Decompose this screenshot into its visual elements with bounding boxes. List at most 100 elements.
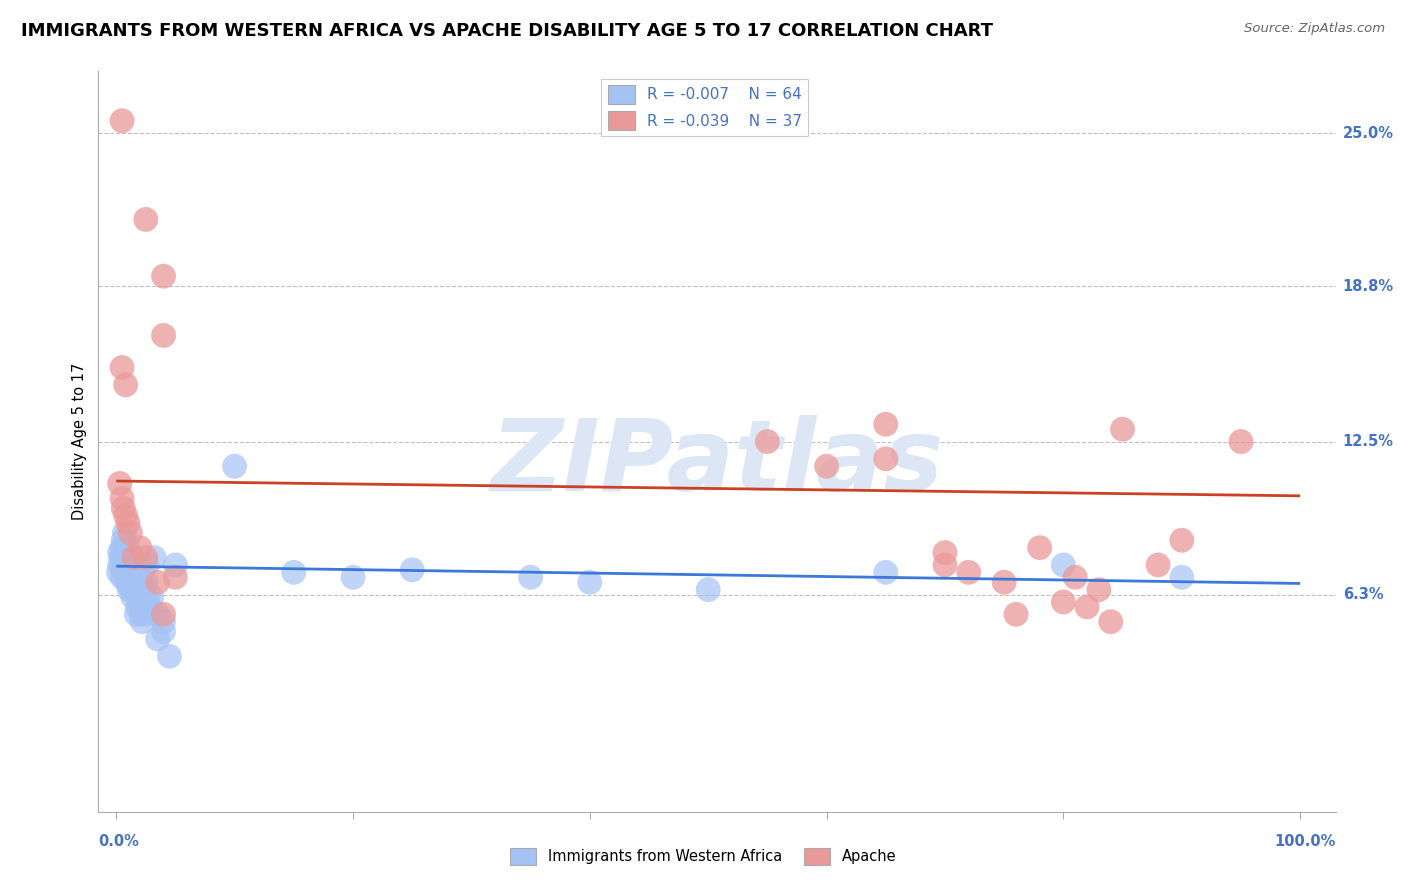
Point: [114, 566, 136, 580]
Point: [1111, 422, 1133, 436]
Point: [1230, 434, 1253, 449]
Point: [152, 615, 174, 629]
Point: [111, 541, 134, 555]
Point: [112, 563, 135, 577]
Point: [1005, 607, 1028, 622]
Point: [138, 599, 160, 614]
Legend: Immigrants from Western Africa, Apache: Immigrants from Western Africa, Apache: [503, 842, 903, 871]
Point: [131, 563, 153, 577]
Point: [108, 545, 131, 560]
Point: [934, 545, 956, 560]
Point: [1028, 541, 1050, 555]
Point: [127, 582, 149, 597]
Point: [1064, 570, 1087, 584]
Text: 25.0%: 25.0%: [1343, 126, 1393, 141]
Point: [152, 269, 174, 284]
Point: [132, 582, 155, 597]
Point: [135, 212, 157, 227]
Point: [159, 649, 181, 664]
Text: ZIPatlas: ZIPatlas: [491, 416, 943, 512]
Point: [128, 570, 150, 584]
Point: [1099, 615, 1122, 629]
Point: [135, 607, 157, 622]
Point: [135, 550, 157, 565]
Point: [135, 575, 157, 590]
Point: [122, 558, 145, 572]
Point: [114, 545, 136, 560]
Point: [131, 615, 153, 629]
Text: 0.0%: 0.0%: [98, 834, 139, 849]
Point: [136, 595, 159, 609]
Point: [128, 541, 150, 555]
Point: [107, 566, 129, 580]
Point: [129, 607, 152, 622]
Point: [121, 558, 143, 572]
Point: [120, 525, 142, 540]
Point: [1147, 558, 1170, 572]
Point: [875, 566, 897, 580]
Point: [815, 459, 838, 474]
Point: [115, 550, 138, 565]
Point: [125, 607, 148, 622]
Text: 18.8%: 18.8%: [1343, 278, 1393, 293]
Point: [143, 550, 166, 565]
Point: [118, 582, 141, 597]
Point: [165, 570, 187, 584]
Point: [117, 516, 139, 530]
Point: [110, 550, 132, 565]
Point: [578, 575, 600, 590]
Point: [111, 491, 134, 506]
Point: [136, 558, 159, 572]
Point: [114, 377, 136, 392]
Point: [401, 563, 423, 577]
Text: 12.5%: 12.5%: [1343, 434, 1393, 449]
Point: [114, 558, 136, 572]
Point: [118, 550, 141, 565]
Point: [1171, 570, 1194, 584]
Point: [934, 558, 956, 572]
Point: [993, 575, 1015, 590]
Point: [111, 360, 134, 375]
Point: [114, 508, 136, 523]
Point: [127, 599, 149, 614]
Point: [756, 434, 779, 449]
Point: [122, 575, 145, 590]
Point: [124, 570, 146, 584]
Point: [165, 558, 187, 572]
Point: [224, 459, 246, 474]
Point: [117, 558, 139, 572]
Legend: R = -0.007    N = 64, R = -0.039    N = 37: R = -0.007 N = 64, R = -0.039 N = 37: [602, 79, 808, 136]
Point: [122, 550, 145, 565]
Point: [697, 582, 720, 597]
Point: [875, 451, 897, 466]
Point: [875, 417, 897, 432]
Point: [957, 566, 980, 580]
Text: IMMIGRANTS FROM WESTERN AFRICA VS APACHE DISABILITY AGE 5 TO 17 CORRELATION CHAR: IMMIGRANTS FROM WESTERN AFRICA VS APACHE…: [21, 22, 993, 40]
Point: [115, 575, 138, 590]
Point: [114, 525, 136, 540]
Point: [1171, 533, 1194, 548]
Point: [146, 632, 169, 646]
Point: [108, 476, 131, 491]
Point: [1052, 595, 1074, 609]
Point: [121, 570, 143, 584]
Point: [1076, 599, 1098, 614]
Point: [152, 624, 174, 639]
Y-axis label: Disability Age 5 to 17: Disability Age 5 to 17: [72, 363, 87, 520]
Point: [111, 113, 134, 128]
Point: [121, 590, 143, 604]
Point: [117, 541, 139, 555]
Point: [111, 570, 134, 584]
Point: [146, 575, 169, 590]
Point: [283, 566, 305, 580]
Point: [121, 582, 143, 597]
Point: [117, 570, 139, 584]
Point: [141, 590, 163, 604]
Point: [112, 533, 135, 548]
Point: [134, 599, 156, 614]
Point: [108, 558, 131, 572]
Text: 6.3%: 6.3%: [1343, 587, 1384, 602]
Point: [146, 607, 169, 622]
Point: [152, 328, 174, 343]
Point: [1052, 558, 1074, 572]
